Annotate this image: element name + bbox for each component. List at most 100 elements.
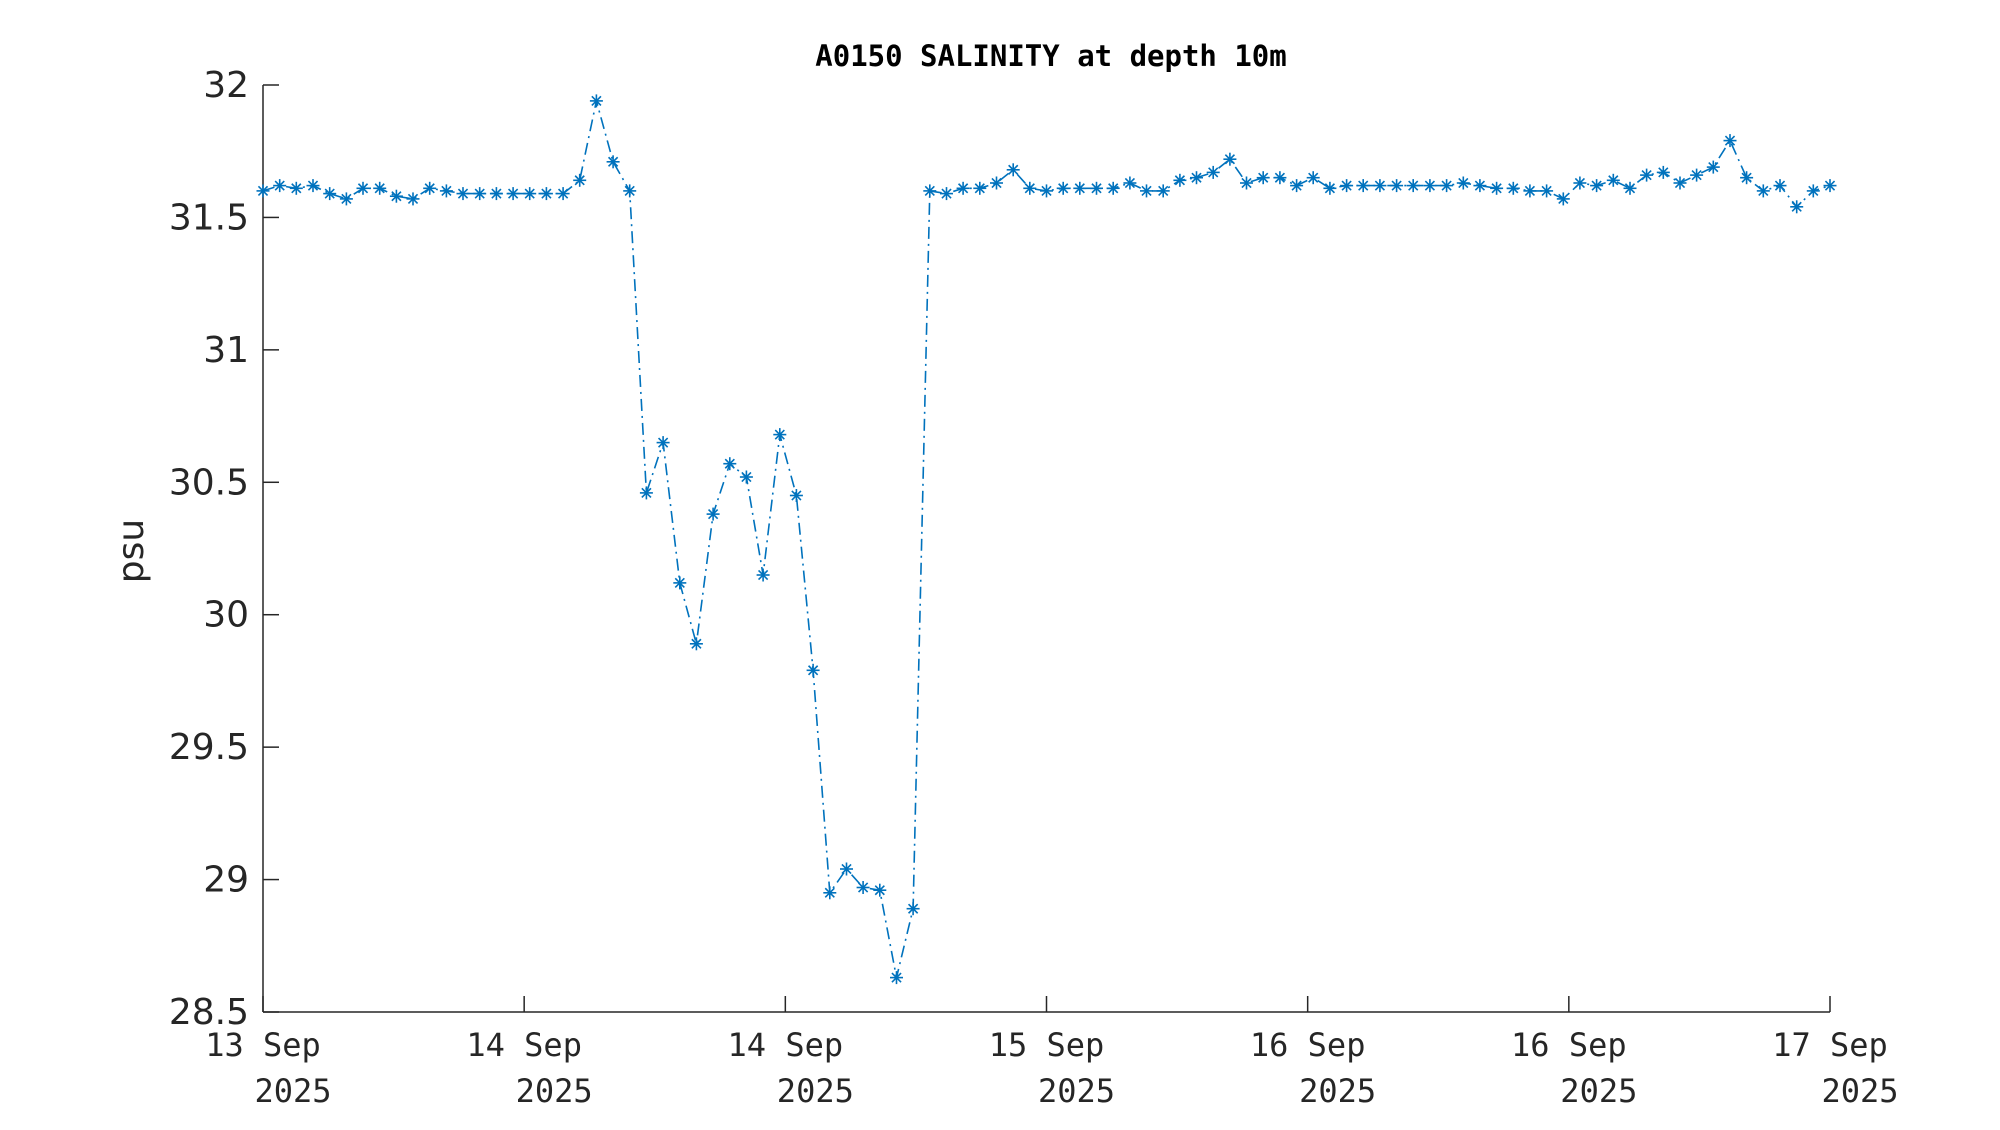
data-point (1640, 168, 1654, 182)
data-point (773, 428, 787, 442)
marker-stroke (1091, 183, 1102, 194)
data-point (890, 971, 903, 985)
data-point (840, 862, 853, 876)
marker-stroke (1574, 177, 1586, 189)
marker-stroke (824, 887, 835, 898)
data-point (1240, 176, 1253, 190)
marker-stroke (1041, 185, 1052, 197)
x-tick-label: 16 Sep (1250, 1026, 1366, 1064)
marker-stroke (1624, 183, 1636, 194)
marker-stroke (1074, 183, 1085, 194)
data-point (1006, 163, 1020, 177)
data-point (1340, 179, 1354, 193)
marker-stroke (1641, 169, 1652, 181)
data-point (673, 576, 687, 590)
data-point (1056, 181, 1070, 195)
marker-stroke (1008, 164, 1019, 175)
marker-stroke (1324, 183, 1336, 194)
data-point (1073, 181, 1087, 195)
data-point (1606, 173, 1620, 187)
marker-stroke (1491, 183, 1502, 194)
marker-stroke (541, 188, 552, 199)
marker-stroke (574, 175, 585, 186)
data-point (756, 568, 770, 582)
marker-stroke (1024, 183, 1035, 194)
data-point (1423, 179, 1437, 193)
data-point (539, 187, 553, 201)
marker-stroke (507, 188, 519, 199)
data-point (1040, 184, 1053, 198)
data-point (1790, 200, 1804, 214)
data-point (789, 489, 803, 502)
marker-stroke (1308, 172, 1319, 183)
marker-stroke (1241, 177, 1252, 189)
data-point (573, 173, 587, 187)
x-tick-label: 17 Sep (1772, 1026, 1888, 1064)
marker-stroke (1124, 177, 1136, 189)
data-point (1123, 176, 1137, 190)
data-point (1556, 192, 1570, 206)
data-point (639, 486, 653, 500)
marker-stroke (374, 183, 385, 194)
data-point (1473, 179, 1487, 193)
data-point (1023, 181, 1037, 195)
x-tick-year-label: 2025 (1821, 1072, 1898, 1110)
data-point (439, 184, 453, 198)
marker-stroke (1674, 177, 1686, 189)
marker-stroke (1758, 185, 1769, 197)
data-point (1306, 171, 1320, 185)
marker-stroke (1408, 180, 1419, 191)
data-point (289, 181, 303, 195)
marker-stroke (991, 177, 1002, 189)
data-point (1690, 168, 1704, 182)
marker-stroke (1458, 177, 1469, 189)
data-point (656, 436, 670, 450)
data-point (873, 883, 887, 897)
data-point (1190, 171, 1203, 185)
marker-stroke (891, 972, 902, 983)
data-point (1356, 179, 1370, 193)
marker-stroke (1391, 180, 1402, 191)
y-tick-label: 28.5 (169, 992, 249, 1033)
data-point (489, 187, 503, 201)
data-point (806, 663, 820, 677)
data-point (1590, 179, 1604, 193)
x-tick-label: 15 Sep (989, 1026, 1105, 1064)
y-tick-label: 32 (203, 65, 249, 106)
y-tick-label: 30 (203, 595, 249, 636)
data-point (1440, 179, 1454, 193)
data-point (373, 181, 387, 195)
marker-stroke (357, 183, 369, 194)
marker-stroke (724, 458, 735, 469)
data-point (1173, 173, 1187, 187)
marker-stroke (1441, 180, 1452, 191)
marker-stroke (807, 665, 819, 676)
marker-stroke (1274, 172, 1286, 183)
data-point (823, 886, 837, 900)
marker-stroke (1808, 185, 1819, 197)
data-point (856, 881, 870, 894)
marker-stroke (774, 429, 785, 440)
marker-stroke (391, 191, 402, 202)
marker-stroke (591, 95, 602, 107)
series-line (262, 100, 1831, 978)
ticks: 28.5 29 29.5 30 30.5 31 31.5 32 13 Sep 2025 14 Sep… (169, 65, 1899, 1110)
data-point (1106, 181, 1120, 195)
marker-stroke (1108, 183, 1119, 194)
y-tick-label: 31 (203, 330, 249, 371)
marker-stroke (841, 863, 852, 875)
data-point (1523, 184, 1537, 198)
x-tick-year-label: 2025 (1038, 1072, 1115, 1110)
x-tick-year-label: 2025 (1560, 1072, 1637, 1110)
marker-stroke (707, 508, 719, 520)
x-tick-label: 14 Sep (728, 1026, 844, 1064)
marker-stroke (757, 569, 769, 581)
marker-stroke (407, 193, 419, 205)
data-point (1756, 184, 1770, 198)
marker-stroke (1824, 180, 1836, 191)
data-point (1140, 184, 1153, 198)
marker-stroke (457, 188, 469, 199)
marker-stroke (1658, 167, 1669, 178)
